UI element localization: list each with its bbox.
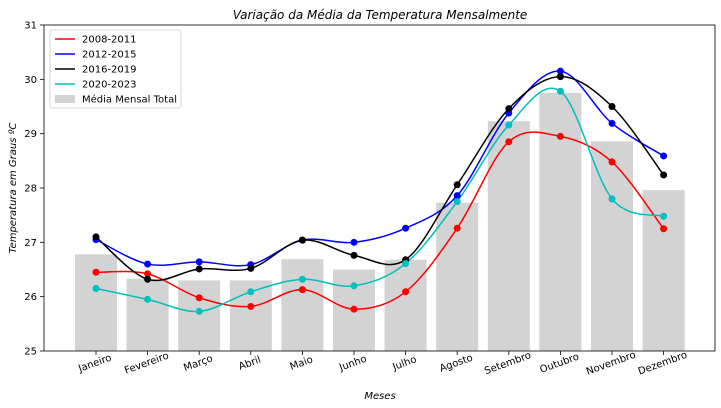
points-layer — [92, 67, 668, 315]
y-tick-label: 30 — [24, 75, 37, 86]
series-2-point-0 — [92, 233, 100, 241]
series-1-point-7 — [453, 192, 461, 200]
series-3-point-4 — [298, 275, 306, 283]
x-axis-title: Meses — [364, 391, 395, 402]
y-tick-label: 26 — [24, 292, 37, 303]
series-2-point-2 — [195, 265, 203, 273]
x-tick-label: Abril — [237, 355, 262, 373]
series-1-point-9 — [556, 67, 564, 75]
bar-fevereiro — [126, 278, 169, 351]
legend-label-bars: Média Mensal Total — [82, 94, 177, 106]
legend-label-0: 2008-2011 — [82, 35, 137, 46]
bar-maio — [281, 259, 324, 351]
x-tick-label: Agosto — [438, 353, 474, 375]
legend-label-3: 2020-2023 — [82, 80, 137, 91]
series-2-point-4 — [298, 236, 306, 244]
bar-outubro — [539, 92, 582, 352]
legend: 2008-2011 2012-2015 2016-2019 2020-2023 Médi… — [49, 29, 182, 109]
series-2-point-11 — [660, 171, 668, 179]
legend-box — [49, 29, 182, 109]
series-3-point-10 — [608, 195, 616, 203]
legend-swatch-bars — [55, 95, 75, 103]
x-tick-label: Fevereiro — [123, 351, 170, 377]
legend-label-2: 2016-2019 — [82, 65, 137, 76]
series-0-point-2 — [195, 294, 203, 302]
y-tick-label: 25 — [24, 347, 37, 358]
series-2-point-10 — [608, 103, 616, 110]
series-2-point-3 — [247, 264, 255, 272]
series-3-point-3 — [247, 288, 255, 296]
x-tick-label: Janeiro — [76, 353, 113, 375]
chart-title: Variação da Média da Temperatura Mensalm… — [233, 8, 528, 22]
y-tick-label: 29 — [24, 129, 37, 140]
x-tick-label: Novembro — [585, 350, 637, 378]
series-2-point-8 — [505, 105, 513, 113]
y-tick-label: 28 — [24, 184, 37, 195]
series-1-point-5 — [350, 238, 358, 246]
series-0-point-8 — [505, 138, 513, 146]
series-0-point-7 — [453, 224, 461, 232]
series-2-point-5 — [350, 251, 358, 259]
series-3-point-1 — [144, 295, 152, 303]
series-0-point-3 — [247, 302, 255, 310]
bar-setembro — [487, 121, 530, 351]
y-axis-title: Temperatura em Graus ºC — [8, 123, 19, 254]
series-3-point-8 — [505, 121, 513, 129]
series-3-point-0 — [92, 285, 100, 293]
bar-novembro — [591, 141, 633, 351]
series-0-point-1 — [144, 270, 152, 278]
series-0-point-9 — [556, 132, 564, 140]
series-3-point-6 — [402, 260, 410, 268]
bar-julho — [384, 259, 427, 351]
series-0-point-10 — [608, 158, 616, 166]
x-tick-label: Setembro — [483, 350, 532, 377]
x-axis: Janeiro Fevereiro Março Abril Maio Junho Julho… — [76, 350, 689, 378]
x-tick-label: Março — [182, 353, 214, 374]
bars-layer — [75, 92, 685, 352]
series-1-point-2 — [195, 258, 203, 266]
series-3-point-9 — [556, 87, 564, 95]
series-1-point-6 — [402, 224, 410, 232]
y-tick-label: 27 — [24, 238, 37, 249]
legend-label-1: 2012-2015 — [82, 50, 137, 61]
series-0-point-4 — [298, 286, 306, 294]
x-tick-label: Maio — [289, 354, 315, 372]
series-0-point-0 — [92, 268, 100, 276]
series-1-point-11 — [660, 152, 668, 160]
y-tick-label: 31 — [24, 21, 37, 32]
series-1-point-1 — [144, 260, 152, 268]
series-3-point-11 — [660, 212, 668, 220]
series-1-point-10 — [608, 119, 616, 127]
x-tick-label: Dezembro — [637, 350, 689, 378]
series-0-point-6 — [402, 288, 410, 296]
x-tick-label: Junho — [337, 354, 368, 374]
x-tick-label: Outubro — [538, 352, 580, 376]
series-3-point-5 — [350, 282, 358, 290]
series-3-point-7 — [453, 198, 461, 206]
series-2-point-9 — [556, 73, 564, 81]
series-2-point-1 — [144, 275, 152, 283]
x-tick-label: Julho — [390, 354, 418, 373]
series-2-point-7 — [453, 181, 461, 189]
series-0-point-11 — [660, 225, 668, 233]
y-axis: 25 26 27 28 29 30 31 — [24, 21, 44, 358]
series-0-point-5 — [350, 305, 358, 313]
series-3-point-2 — [195, 307, 203, 315]
